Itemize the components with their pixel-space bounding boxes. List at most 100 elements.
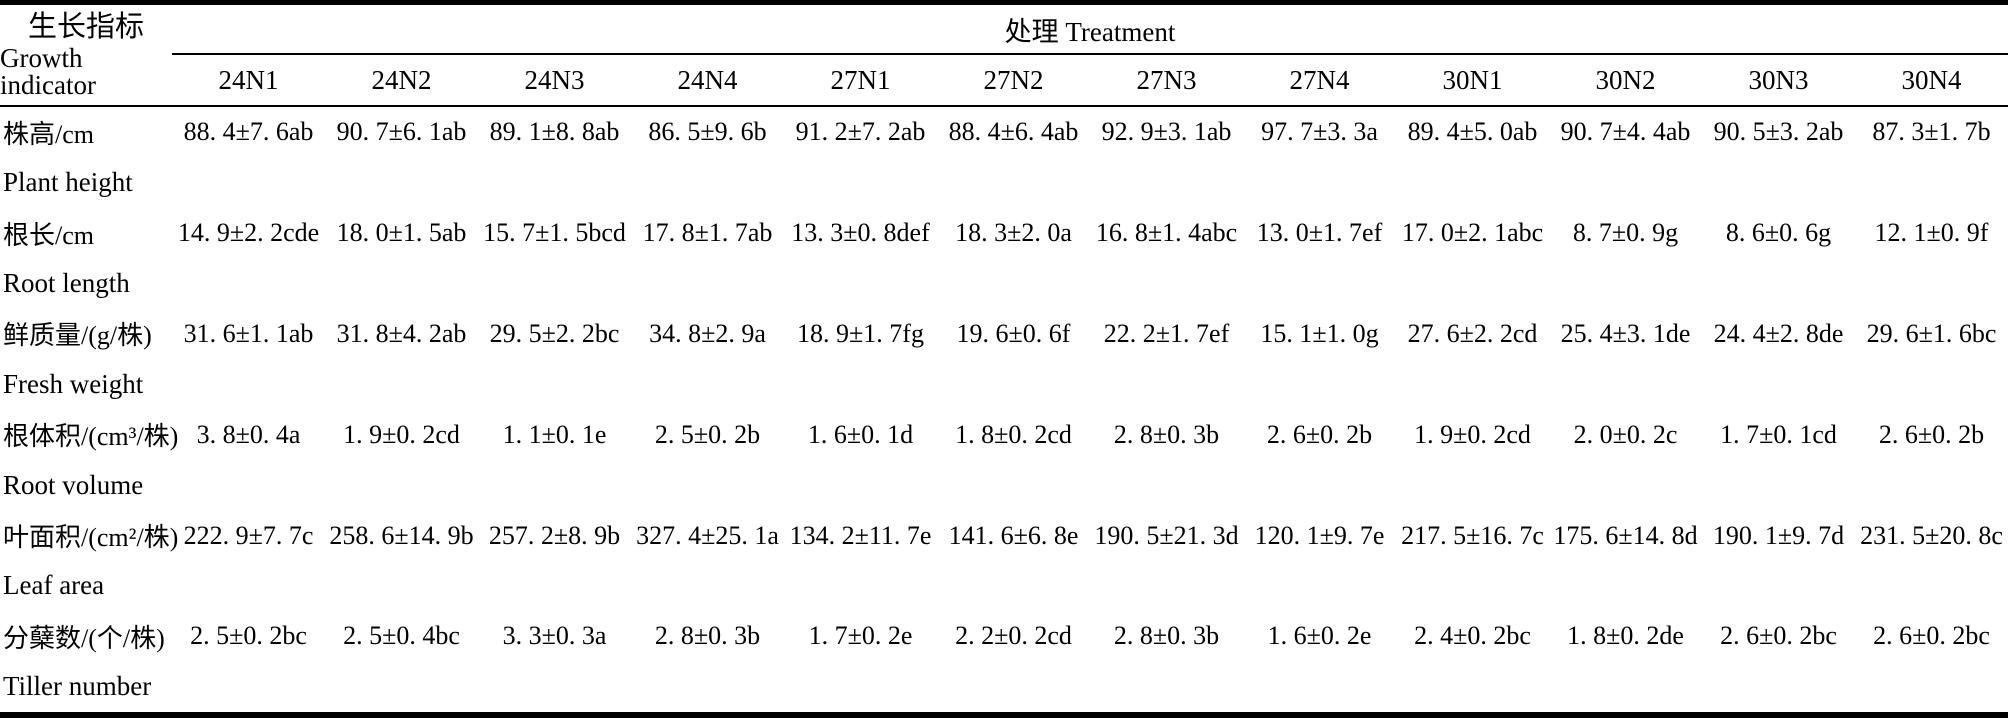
table-row: 根体积/(cm³/株) 3. 8±0. 4a 1. 9±0. 2cd 1. 1±0. … bbox=[0, 409, 2008, 510]
column-header-27n1: 27N1 bbox=[830, 64, 891, 95]
row-label-zh: 分蘖数/(个/株) bbox=[3, 623, 165, 653]
value-cell: 2. 4±0. 2bc bbox=[1414, 621, 1531, 651]
table-row: 叶面积/(cm²/株) 222. 9±7. 7c 258. 6±14. 9b 257.… bbox=[0, 510, 2008, 611]
value-cell: 2. 8±0. 3b bbox=[1113, 621, 1220, 651]
row-label-en: Leaf area bbox=[3, 570, 105, 601]
column-header-30n4: 30N4 bbox=[1901, 64, 1962, 95]
value-cell: 1. 7±0. 1cd bbox=[1720, 419, 1837, 449]
value-cell: 18. 0±1. 5ab bbox=[336, 218, 467, 248]
value-cell: 19. 6±0. 6f bbox=[956, 318, 1071, 348]
value-cell: 89. 1±8. 8ab bbox=[489, 117, 620, 147]
value-cell: 2. 6±0. 2b bbox=[1878, 419, 1985, 449]
row-label-line: Root volume bbox=[0, 460, 2008, 510]
row-label-en: Fresh weight bbox=[3, 368, 144, 399]
value-cell: 31. 8±4. 2ab bbox=[336, 318, 467, 348]
value-cell: 90. 7±6. 1ab bbox=[336, 117, 467, 147]
value-cell: 18. 3±2. 0a bbox=[955, 218, 1072, 248]
value-cell: 1. 6±0. 1d bbox=[807, 419, 914, 449]
row-label-en: Root volume bbox=[3, 469, 144, 500]
value-cell: 8. 7±0. 9g bbox=[1572, 218, 1679, 248]
row-label-zh: 株高/cm bbox=[3, 119, 94, 149]
value-cell: 2. 6±0. 2bc bbox=[1873, 621, 1990, 651]
value-cell: 327. 4±25. 1a bbox=[636, 520, 779, 550]
value-cell: 24. 4±2. 8de bbox=[1713, 318, 1844, 348]
value-cell: 92. 9±3. 1ab bbox=[1101, 117, 1232, 147]
column-header-24n3: 24N3 bbox=[524, 64, 585, 95]
value-cell: 2. 5±0. 2b bbox=[654, 419, 761, 449]
row-label-zh: 叶面积/(cm²/株) bbox=[3, 523, 179, 553]
column-header-30n1: 30N1 bbox=[1442, 64, 1503, 95]
value-cell: 86. 5±9. 6b bbox=[648, 117, 767, 147]
value-cell: 258. 6±14. 9b bbox=[329, 520, 474, 550]
value-cell: 2. 6±0. 2bc bbox=[1720, 621, 1837, 651]
value-cell: 12. 1±0. 9f bbox=[1874, 218, 1989, 248]
value-cell: 231. 5±20. 8c bbox=[1860, 520, 2003, 550]
indicator-label-en: Growth indicator bbox=[0, 43, 96, 100]
value-cell: 87. 3±1. 7b bbox=[1872, 117, 1991, 147]
value-cell: 2. 5±0. 2bc bbox=[190, 621, 307, 651]
value-cell: 17. 8±1. 7ab bbox=[642, 218, 773, 248]
indicator-label-zh: 生长指标 bbox=[27, 11, 144, 43]
table-header: 生长指标 Growth indicator 处理 Treatment 24N1 2… bbox=[0, 5, 2008, 107]
value-cell: 217. 5±16. 7c bbox=[1401, 520, 1544, 550]
value-cell: 3. 3±0. 3a bbox=[502, 621, 607, 651]
value-cell: 13. 3±0. 8def bbox=[791, 218, 930, 248]
value-cell: 17. 0±2. 1abc bbox=[1401, 218, 1544, 248]
value-cell: 2. 6±0. 2b bbox=[1266, 419, 1373, 449]
row-values-line: 叶面积/(cm²/株) 222. 9±7. 7c 258. 6±14. 9b 257.… bbox=[0, 510, 2008, 560]
value-cell: 89. 4±5. 0ab bbox=[1407, 117, 1538, 147]
value-cell: 134. 2±11. 7e bbox=[789, 520, 932, 550]
treatment-columns: 24N1 24N2 24N3 24N4 27N1 27N2 27N3 27N4 30N1 30N2… bbox=[172, 55, 2008, 105]
value-cell: 141. 6±6. 8e bbox=[948, 520, 1079, 550]
treatment-label: 处理 Treatment bbox=[172, 5, 2008, 55]
value-cell: 175. 6±14. 8d bbox=[1553, 520, 1698, 550]
value-cell: 16. 8±1. 4abc bbox=[1095, 218, 1238, 248]
value-cell: 34. 8±2. 9a bbox=[649, 318, 766, 348]
row-label-line: Root length bbox=[0, 258, 2008, 308]
value-cell: 31. 6±1. 1ab bbox=[183, 318, 314, 348]
value-cell: 257. 2±8. 9b bbox=[488, 520, 621, 550]
column-header-24n1: 24N1 bbox=[218, 64, 279, 95]
row-label-en: Tiller number bbox=[3, 671, 152, 702]
value-cell: 14. 9±2. 2cde bbox=[177, 218, 320, 248]
value-cell: 27. 6±2. 2cd bbox=[1407, 318, 1538, 348]
value-cell: 190. 1±9. 7d bbox=[1712, 520, 1845, 550]
column-header-24n2: 24N2 bbox=[371, 64, 432, 95]
column-header-24n4: 24N4 bbox=[677, 64, 738, 95]
column-header-27n4: 27N4 bbox=[1289, 64, 1350, 95]
value-cell: 190. 5±21. 3d bbox=[1094, 520, 1239, 550]
value-cell: 15. 7±1. 5bcd bbox=[483, 218, 626, 248]
row-label-zh: 鲜质量/(g/株) bbox=[3, 321, 152, 351]
value-cell: 97. 7±3. 3a bbox=[1261, 117, 1378, 147]
row-label-line: Tiller number bbox=[0, 662, 2008, 712]
value-cell: 1. 8±0. 2cd bbox=[955, 419, 1072, 449]
column-header-30n3: 30N3 bbox=[1748, 64, 1809, 95]
value-cell: 90. 7±4. 4ab bbox=[1560, 117, 1691, 147]
row-label-en: Root length bbox=[3, 267, 130, 298]
treatment-header: 处理 Treatment 24N1 24N2 24N3 24N4 27N1 27N2 27N… bbox=[172, 5, 2008, 105]
row-values-line: 根体积/(cm³/株) 3. 8±0. 4a 1. 9±0. 2cd 1. 1±0. … bbox=[0, 409, 2008, 459]
value-cell: 1. 6±0. 2e bbox=[1267, 621, 1372, 651]
table-body: 株高/cm 88. 4±7. 6ab 90. 7±6. 1ab 89. 1±8. 8a… bbox=[0, 107, 2008, 712]
column-header-30n2: 30N2 bbox=[1595, 64, 1656, 95]
value-cell: 1. 8±0. 2de bbox=[1567, 621, 1684, 651]
table-row: 鲜质量/(g/株) 31. 6±1. 1ab 31. 8±4. 2ab 29. 5±2… bbox=[0, 309, 2008, 410]
row-values-line: 分蘖数/(个/株) 2. 5±0. 2bc 2. 5±0. 4bc 3. 3±0. 3… bbox=[0, 611, 2008, 661]
value-cell: 120. 1±9. 7e bbox=[1254, 520, 1385, 550]
value-cell: 25. 4±3. 1de bbox=[1560, 318, 1691, 348]
value-cell: 29. 5±2. 2bc bbox=[489, 318, 620, 348]
value-cell: 88. 4±6. 4ab bbox=[948, 117, 1079, 147]
value-cell: 2. 8±0. 3b bbox=[1113, 419, 1220, 449]
value-cell: 1. 1±0. 1e bbox=[502, 419, 607, 449]
column-header-27n2: 27N2 bbox=[983, 64, 1044, 95]
row-values-line: 鲜质量/(g/株) 31. 6±1. 1ab 31. 8±4. 2ab 29. 5±2… bbox=[0, 309, 2008, 359]
indicator-header-cell: 生长指标 Growth indicator bbox=[0, 5, 172, 105]
value-cell: 13. 0±1. 7ef bbox=[1256, 218, 1383, 248]
row-label-line: Leaf area bbox=[0, 561, 2008, 611]
value-cell: 1. 9±0. 2cd bbox=[1414, 419, 1531, 449]
value-cell: 2. 5±0. 4bc bbox=[343, 621, 460, 651]
value-cell: 29. 6±1. 6bc bbox=[1866, 318, 1997, 348]
row-values-line: 根长/cm 14. 9±2. 2cde 18. 0±1. 5ab 15. 7±1. 5… bbox=[0, 208, 2008, 258]
row-label-zh: 根长/cm bbox=[3, 220, 94, 250]
